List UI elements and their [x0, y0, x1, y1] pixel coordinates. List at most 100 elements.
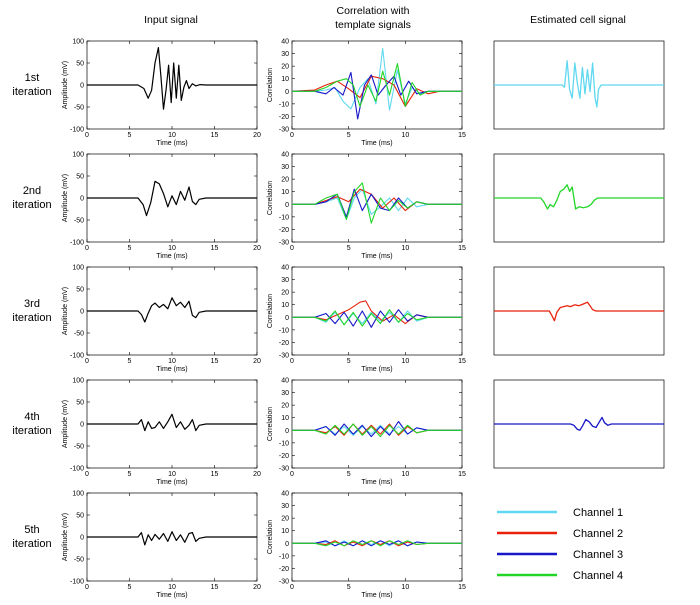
y-tick-label: 50 — [76, 287, 84, 294]
row-labels: 1st iteration 2nd iteration 3rd iteration 4th i… — [12, 72, 51, 550]
x-tick-label: 20 — [253, 471, 261, 478]
x-axis-label: Time (ms) — [361, 253, 392, 260]
y-tick-label: 20 — [281, 177, 289, 184]
y-axis-label: Amplitude (mV) — [62, 400, 69, 448]
y-tick-label: -50 — [74, 105, 84, 112]
x-tick-label: 15 — [211, 358, 219, 365]
x-tick-label: 15 — [211, 584, 219, 591]
plot-frame — [291, 153, 463, 243]
y-tick-label: 0 — [80, 422, 84, 429]
x-tick-label: 10 — [168, 245, 176, 252]
y-tick-label: -50 — [74, 557, 84, 564]
y-tick-label: -30 — [279, 579, 289, 586]
x-tick-label: 20 — [253, 132, 261, 139]
y-tick-label: 0 — [285, 202, 289, 209]
y-tick-label: 0 — [285, 315, 289, 322]
estimated-panel-2 — [493, 153, 665, 243]
x-tick-label: 15 — [458, 584, 466, 591]
input-panel-5: 0 5 10 15 20 -100 -50 0 50 100 Time (ms) Amplitude … — [62, 491, 261, 600]
x-tick-label: 10 — [401, 471, 409, 478]
y-tick-label: -50 — [74, 444, 84, 451]
y-tick-label: -50 — [74, 218, 84, 225]
corr-line-channel-4 — [292, 540, 462, 547]
x-tick-label: 0 — [290, 471, 294, 478]
col-title-correlation-2: template signals — [335, 19, 411, 31]
y-tick-label: -20 — [279, 340, 289, 347]
x-tick-label: 0 — [290, 245, 294, 252]
x-tick-label: 15 — [458, 358, 466, 365]
col-title-estimated: Estimated cell signal — [530, 14, 626, 26]
correlation-panel-4: 0 5 10 15 -30 -20 -10 0 10 20 30 40 Time (ms) Correla… — [267, 378, 466, 487]
corr-line-channel-4 — [292, 309, 462, 327]
x-tick-label: 20 — [253, 245, 261, 252]
x-tick-label: 5 — [347, 584, 351, 591]
y-tick-label: -10 — [279, 214, 289, 221]
x-tick-label: 15 — [458, 245, 466, 252]
row-label-iteration-4: iteration — [12, 425, 51, 437]
y-tick-label: 20 — [281, 516, 289, 523]
x-tick-label: 5 — [128, 132, 132, 139]
corr-line-channel-3 — [292, 309, 462, 328]
x-tick-label: 0 — [290, 358, 294, 365]
y-tick-label: -10 — [279, 440, 289, 447]
y-axis-label: Correlation — [267, 181, 274, 215]
estimated-panel-1 — [493, 40, 665, 130]
y-tick-label: 10 — [281, 76, 289, 83]
y-tick-label: -20 — [279, 114, 289, 121]
legend-label: Channel 2 — [573, 528, 623, 540]
x-tick-label: 10 — [401, 132, 409, 139]
x-tick-label: 0 — [85, 358, 89, 365]
y-tick-label: 40 — [281, 152, 289, 159]
y-tick-label: 10 — [281, 415, 289, 422]
x-tick-label: 10 — [401, 358, 409, 365]
y-tick-label: -100 — [70, 353, 84, 360]
y-tick-label: 20 — [281, 64, 289, 71]
x-tick-label: 15 — [211, 245, 219, 252]
input-panel-3: 0 5 10 15 20 -100 -50 0 50 100 Time (ms) Amplitude … — [62, 265, 261, 374]
y-tick-label: 100 — [72, 39, 84, 46]
y-tick-label: 50 — [76, 400, 84, 407]
corr-line-channel-4 — [292, 63, 462, 107]
y-tick-label: 100 — [72, 491, 84, 498]
row-label-iteration-1: iteration — [12, 86, 51, 98]
input-trace — [87, 297, 257, 323]
y-tick-label: -20 — [279, 566, 289, 573]
y-tick-label: 20 — [281, 403, 289, 410]
column-titles: Input signal Correlation with template s… — [144, 5, 626, 31]
x-axis-label: Time (ms) — [361, 592, 392, 599]
row-label-4: 4th — [24, 411, 39, 423]
corr-line-channel-4 — [292, 182, 462, 224]
input-trace — [87, 180, 257, 217]
plot-frame — [291, 492, 463, 582]
estimated-panel-3 — [493, 266, 665, 356]
corr-line-channel-2 — [291, 75, 462, 107]
x-axis-label: Time (ms) — [156, 366, 187, 373]
x-axis-label: Time (ms) — [156, 140, 187, 147]
x-axis-label: Time (ms) — [156, 253, 187, 260]
y-tick-label: 100 — [72, 378, 84, 385]
y-tick-label: -100 — [70, 579, 84, 586]
estimated-panel-4 — [493, 379, 665, 469]
legend-label: Channel 1 — [573, 507, 623, 519]
legend: Channel 1 Channel 2 Channel 3 Channel 4 — [497, 507, 623, 582]
x-tick-label: 5 — [347, 245, 351, 252]
plot-frame — [291, 379, 463, 469]
y-axis-label: Correlation — [267, 520, 274, 554]
y-tick-label: 10 — [281, 528, 289, 535]
col-title-input: Input signal — [144, 14, 198, 26]
y-axis-label: Amplitude (mV) — [62, 513, 69, 561]
input-panel-4: 0 5 10 15 20 -100 -50 0 50 100 Time (ms) Amplitude … — [62, 378, 261, 487]
y-tick-label: -20 — [279, 453, 289, 460]
y-tick-label: 40 — [281, 265, 289, 272]
y-tick-label: 10 — [281, 189, 289, 196]
y-tick-label: 100 — [72, 152, 84, 159]
y-tick-label: 30 — [281, 277, 289, 284]
y-axis-label: Correlation — [267, 407, 274, 441]
y-tick-label: -30 — [279, 240, 289, 247]
y-tick-label: 10 — [281, 302, 289, 309]
y-tick-label: 20 — [281, 290, 289, 297]
y-axis-label: Correlation — [267, 68, 274, 102]
y-tick-label: 40 — [281, 378, 289, 385]
x-tick-label: 5 — [128, 584, 132, 591]
x-axis-label: Time (ms) — [156, 592, 187, 599]
